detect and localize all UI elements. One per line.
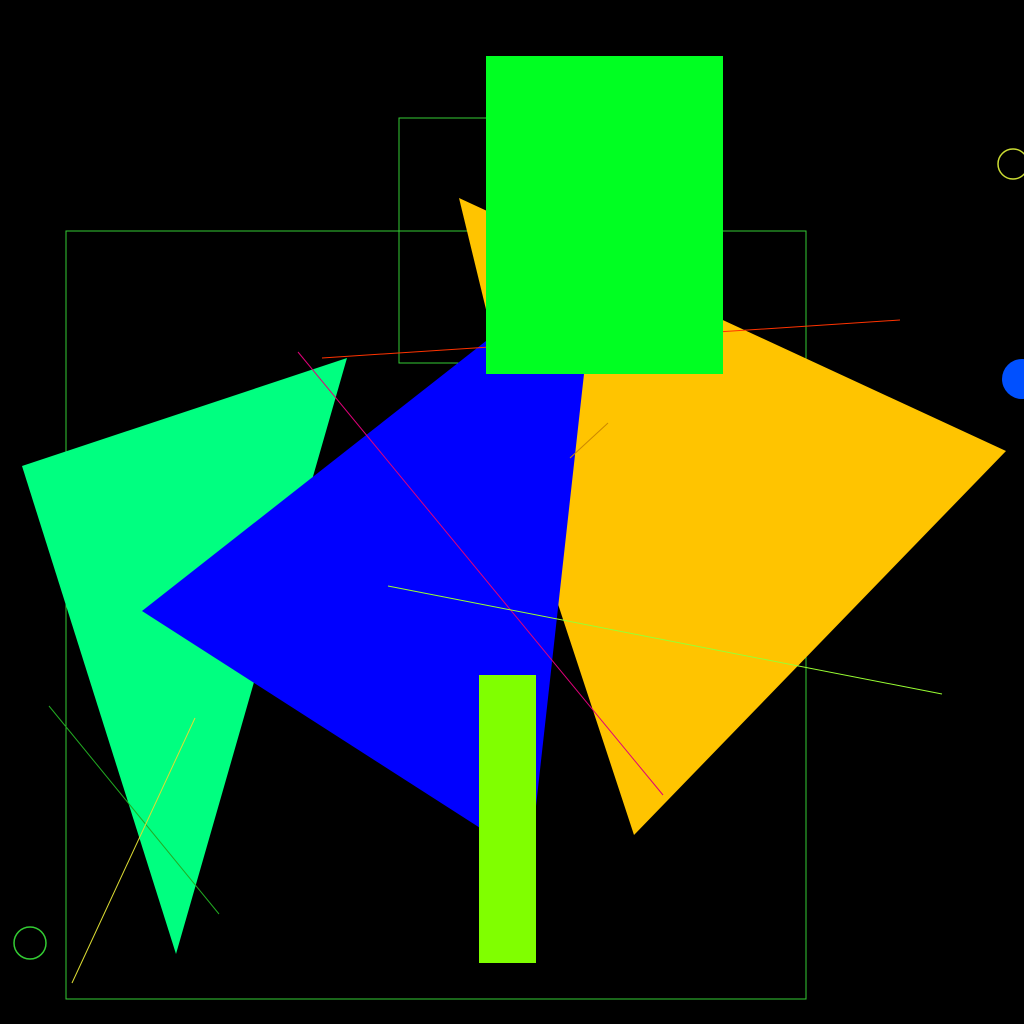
yellowgreen-line [387,585,943,695]
yellow-diagonal-line [71,717,196,984]
green-ring [13,926,47,960]
lime-bar [479,675,536,963]
yellow-ring [997,148,1024,180]
blue-quad [142,330,585,860]
green-diagonal-line [48,705,220,915]
orange-short-line [569,422,609,459]
green-rect [486,56,723,374]
blue-dot [1002,359,1024,399]
magenta-line [297,351,664,796]
teal-triangle [22,358,347,954]
